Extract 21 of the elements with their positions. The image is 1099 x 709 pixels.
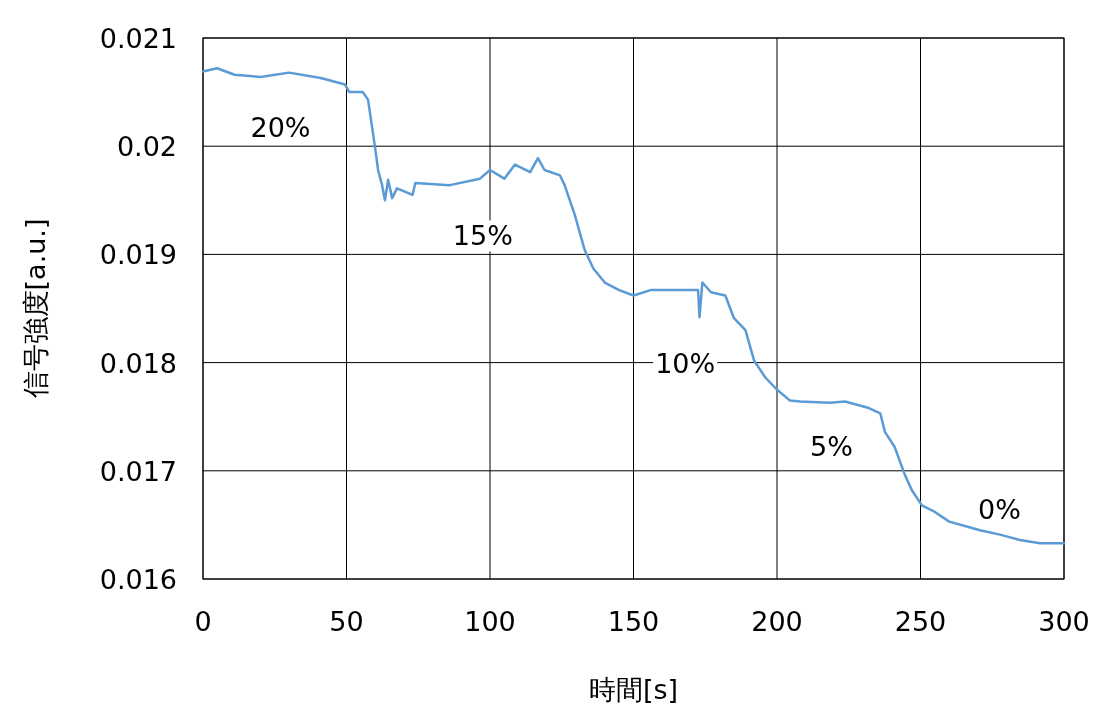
y-axis-title: 信号強度[a.u.] xyxy=(20,218,51,399)
annotation: 0% xyxy=(978,493,1021,525)
annotation: 10% xyxy=(655,347,716,379)
x-tick-label: 0 xyxy=(194,606,212,637)
annotation: 5% xyxy=(810,431,853,463)
y-tick-label: 0.02 xyxy=(116,131,177,163)
y-tick-label: 0.017 xyxy=(99,455,177,487)
y-tick-label: 0.016 xyxy=(99,564,177,595)
y-tick-label: 0.021 xyxy=(99,23,177,54)
x-tick-label: 150 xyxy=(607,606,660,637)
annotation: 20% xyxy=(250,112,311,144)
y-tick-label: 0.019 xyxy=(99,239,177,271)
y-tick-label: 0.018 xyxy=(99,347,177,379)
x-axis-title: 時間[s] xyxy=(588,674,679,705)
x-tick-label: 250 xyxy=(894,606,947,637)
x-tick-label: 300 xyxy=(1038,606,1090,637)
x-tick-label: 200 xyxy=(751,606,803,637)
x-tick-label: 50 xyxy=(329,606,364,637)
x-tick-label: 100 xyxy=(464,606,516,637)
annotation: 15% xyxy=(452,220,513,252)
line-series xyxy=(201,67,1066,545)
